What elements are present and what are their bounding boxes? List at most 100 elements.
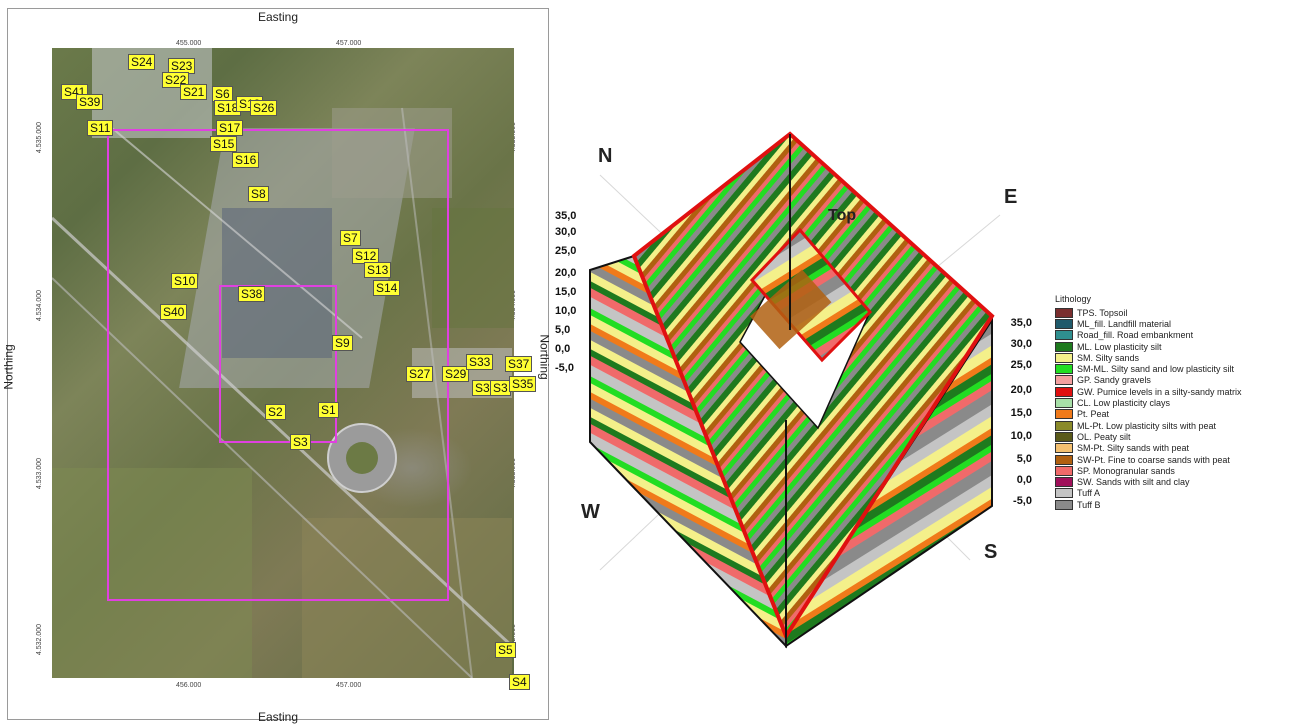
sample-label: S3 — [290, 434, 311, 450]
compass-east: E — [1004, 186, 1018, 208]
elevation-label: 15,0 — [1010, 407, 1032, 419]
sample-label: S12 — [352, 248, 380, 264]
legend-item: GP. Sandy gravels — [1055, 375, 1285, 386]
legend-item: OL. Peaty silt — [1055, 431, 1285, 442]
sample-label: S26 — [250, 100, 278, 116]
legend-swatch — [1055, 364, 1073, 375]
sample-label: S11 — [87, 120, 114, 136]
elevation-scale-right: 35,0 30,0 25,0 20,0 15,0 10,0 5,0 0,0 -5… — [1006, 317, 1046, 516]
sample-label: S1 — [318, 402, 339, 418]
legend-swatch — [1055, 386, 1073, 397]
legend-label: TPS. Topsoil — [1077, 307, 1128, 318]
elevation-label: 30,0 — [555, 226, 577, 238]
sample-label: S24 — [128, 54, 156, 70]
x-tick-top: 457.000 — [336, 40, 362, 47]
sample-label: S35 — [509, 376, 537, 392]
elevation-label: 25,0 — [1010, 359, 1032, 371]
sample-label: S21 — [180, 84, 208, 100]
sample-label: S13 — [364, 262, 392, 278]
legend-item: SW. Sands with silt and clay — [1055, 476, 1285, 488]
legend-item: SM. Silty sands — [1055, 352, 1285, 363]
road-line — [111, 127, 363, 339]
legend-swatch — [1055, 431, 1073, 442]
elevation-label: 10,0 — [555, 305, 577, 317]
compass-north: N — [598, 145, 613, 167]
legend-item: Pt. Peat — [1055, 409, 1285, 420]
legend-title: Lithology — [1055, 294, 1092, 304]
elevation-label: 10,0 — [1010, 430, 1032, 442]
legend-item: CL. Low plasticity clays — [1055, 397, 1285, 409]
legend-swatch — [1055, 375, 1073, 386]
sample-label: S16 — [232, 152, 260, 168]
legend-label: SW-Pt. Fine to coarse sands with peat — [1077, 454, 1230, 465]
elevation-label: 20,0 — [555, 267, 577, 279]
legend-label: Pt. Peat — [1077, 409, 1110, 420]
legend-swatch — [1055, 465, 1073, 476]
legend-label: CL. Low plasticity clays — [1077, 398, 1171, 409]
compass-south: S — [984, 541, 998, 563]
sample-label: S38 — [238, 286, 266, 302]
sample-label: S39 — [76, 94, 104, 110]
elevation-label: 5,0 — [555, 324, 571, 336]
outer-study-area — [107, 129, 449, 601]
top-outline — [631, 131, 995, 641]
legend-label: SM-Pt. Silty sands with peat — [1077, 443, 1190, 454]
legend-item: SM-Pt. Silty sands with peat — [1055, 443, 1285, 454]
compass-west: W — [581, 501, 600, 523]
elevation-scale-left: 35,0 30,0 25,0 20,0 15,0 10,0 5,0 0,0 -5… — [555, 210, 595, 381]
inner-study-area — [219, 285, 337, 443]
legend-label: SP. Monogranular sands — [1077, 465, 1175, 476]
elevation-label: 0,0 — [555, 343, 571, 355]
legend-label: ML_fill. Landfill material — [1077, 318, 1172, 329]
road-line — [52, 277, 473, 678]
axis-title-left: Northing — [1, 344, 16, 390]
legend-label: ML-Pt. Low plasticity silts with peat — [1077, 420, 1217, 431]
sample-label: S5 — [495, 642, 516, 658]
legend-label: Road_fill. Road embankment — [1077, 330, 1194, 341]
y-tick-left: 4.535.000 — [36, 121, 44, 154]
y-tick-left: 4.534.000 — [36, 289, 44, 322]
lithology-3d-model — [589, 131, 1001, 649]
legend-item: ML. Low plasticity silt — [1055, 341, 1285, 352]
legend-item: TPS. Topsoil — [1055, 307, 1285, 318]
legend-swatch — [1055, 398, 1073, 409]
legend-item: SW-Pt. Fine to coarse sands with peat — [1055, 454, 1285, 465]
sample-label: S10 — [171, 273, 199, 289]
sample-label: S8 — [248, 186, 269, 202]
legend-rows: TPS. Topsoil ML_fill. Landfill material Ro… — [1055, 307, 1285, 510]
legend-item: ML-Pt. Low plasticity silts with peat — [1055, 420, 1285, 431]
sample-label: S3 — [490, 380, 511, 396]
legend-item: Road_fill. Road embankment — [1055, 330, 1285, 341]
elevation-label: 30,0 — [1010, 338, 1032, 350]
legend-label: Tuff B — [1077, 499, 1101, 510]
elevation-label: 25,0 — [555, 245, 577, 257]
legend-swatch — [1055, 499, 1073, 510]
legend-label: SM-ML. Silty sand and low plasticity sil… — [1077, 364, 1235, 375]
legend-label: ML. Low plasticity silt — [1077, 341, 1162, 352]
legend-swatch — [1055, 409, 1073, 420]
sample-label: S29 — [442, 366, 470, 382]
legend-label: SM. Silty sands — [1077, 352, 1140, 363]
legend-label: Tuff A — [1077, 488, 1101, 499]
axis-title-top: Easting — [258, 10, 299, 24]
sample-label: S17 — [216, 120, 244, 136]
elevation-label: -5,0 — [555, 362, 574, 374]
road-line — [52, 216, 514, 650]
elevation-label: -5,0 — [1013, 495, 1032, 507]
x-tick-top: 455.000 — [176, 40, 202, 47]
legend-item: GW. Pumice levels in a silty-sandy matri… — [1055, 386, 1285, 397]
axis-title-bottom: Easting — [258, 710, 299, 724]
elevation-label: 35,0 — [555, 210, 577, 222]
sample-label: S37 — [505, 356, 533, 372]
sample-label: S3 — [472, 380, 493, 396]
top-label: Top — [828, 207, 857, 224]
legend-label: SW. Sands with silt and clay — [1077, 477, 1190, 488]
legend-item: SP. Monogranular sands — [1055, 465, 1285, 476]
elevation-label: 0,0 — [1016, 474, 1032, 486]
legend-swatch — [1055, 488, 1073, 499]
aerial-photo — [52, 48, 514, 678]
axis-title-right: Northing — [537, 334, 552, 380]
y-tick-left: 4.532.000 — [36, 623, 44, 656]
sample-label: S9 — [332, 335, 353, 351]
legend-label: GW. Pumice levels in a silty-sandy matri… — [1077, 386, 1242, 397]
